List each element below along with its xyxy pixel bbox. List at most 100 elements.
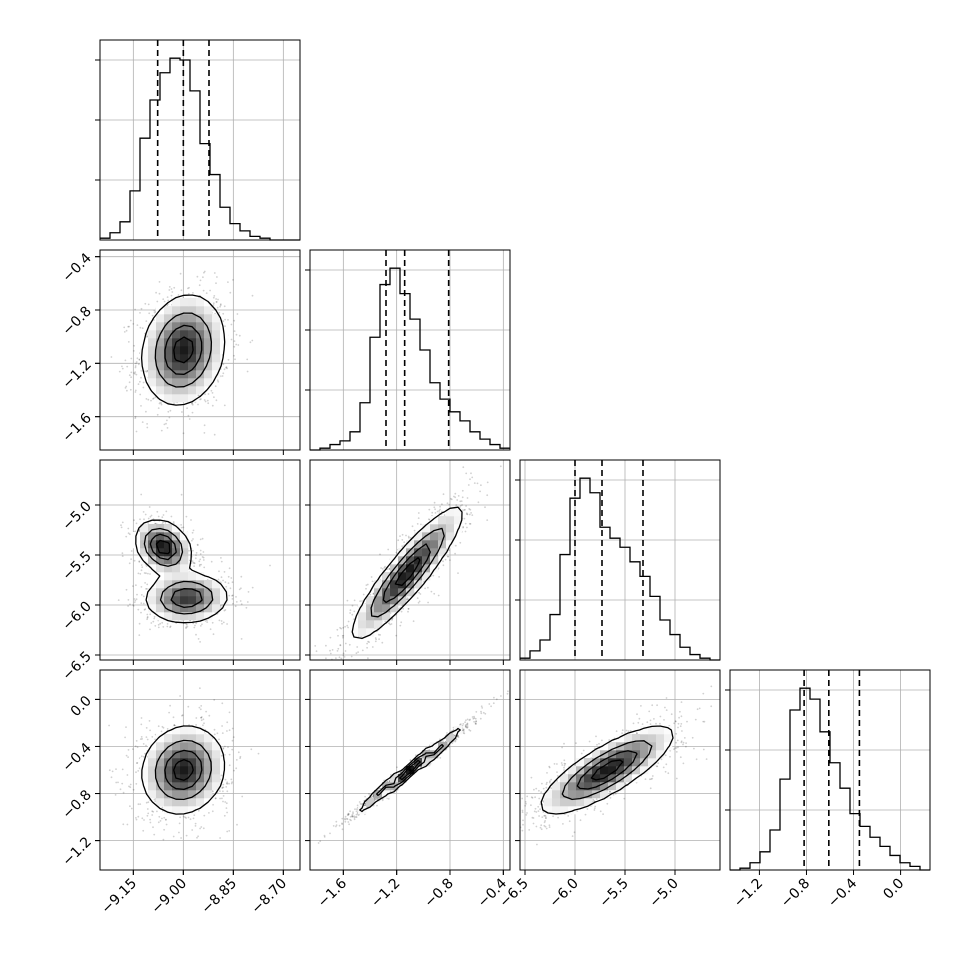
scatter-point xyxy=(218,738,220,741)
contour-line xyxy=(394,557,421,586)
density-cell xyxy=(188,370,197,379)
scatter-point xyxy=(223,571,226,573)
scatter-point xyxy=(149,628,151,631)
scatter-point xyxy=(227,281,229,283)
scatter-point xyxy=(427,601,429,604)
scatter-point xyxy=(191,411,194,414)
scatter-point xyxy=(227,358,230,361)
scatter-point xyxy=(140,611,142,614)
scatter-point xyxy=(203,432,206,434)
scatter-point xyxy=(231,739,234,742)
scatter-point xyxy=(198,563,201,566)
density-cell xyxy=(430,532,439,541)
scatter-point xyxy=(430,590,433,593)
scatter-point xyxy=(464,508,466,511)
scatter-point xyxy=(230,778,233,781)
scatter-point xyxy=(142,602,145,605)
scatter-point xyxy=(224,745,226,748)
density-cell xyxy=(398,580,407,589)
scatter-point xyxy=(231,748,234,751)
scatter-point xyxy=(167,299,170,302)
scatter-point xyxy=(180,493,183,496)
scatter-point xyxy=(250,748,253,751)
density-cell xyxy=(414,564,423,573)
density-cell xyxy=(422,524,431,533)
scatter-point xyxy=(167,410,170,413)
scatter-point xyxy=(187,705,190,708)
scatter-point xyxy=(367,657,369,660)
density-cell xyxy=(196,322,205,331)
scatter-point xyxy=(146,616,149,619)
density-cell xyxy=(172,524,181,533)
scatter-point xyxy=(438,576,440,578)
scatter-point xyxy=(126,389,128,392)
scatter-point xyxy=(123,326,126,329)
scatter-point xyxy=(233,340,236,342)
scatter-point xyxy=(366,646,368,649)
scatter-point xyxy=(464,530,467,533)
density-cell xyxy=(204,596,213,605)
scatter-point xyxy=(351,604,354,607)
scatter-point xyxy=(128,785,130,788)
scatter-point xyxy=(128,562,131,565)
scatter-point xyxy=(335,657,337,660)
scatter-point xyxy=(246,601,249,603)
scatter-point xyxy=(231,727,234,730)
scatter-point xyxy=(461,496,464,499)
density-cell xyxy=(172,314,181,323)
density-cell xyxy=(414,572,423,581)
scatter-point xyxy=(434,508,436,511)
scatter-point xyxy=(467,484,470,486)
density-cell xyxy=(180,564,189,573)
scatter-point xyxy=(162,838,165,841)
scatter-point xyxy=(169,625,172,628)
scatter-point xyxy=(199,558,202,561)
scatter-point xyxy=(230,782,233,785)
scatter-point xyxy=(217,578,220,581)
scatter-point xyxy=(431,511,434,514)
scatter-point xyxy=(197,394,200,397)
density-cell xyxy=(156,378,165,387)
density-cell xyxy=(204,362,213,371)
scatter-point xyxy=(130,558,133,560)
scatter-point xyxy=(339,644,342,647)
density-cell xyxy=(140,532,149,541)
scatter-point xyxy=(170,288,173,290)
scatter-point xyxy=(212,296,215,299)
density-cell xyxy=(148,322,157,331)
contour-line xyxy=(155,539,171,555)
density-cell xyxy=(140,362,149,371)
scatter-point xyxy=(159,622,162,625)
scatter-point xyxy=(202,551,205,553)
scatter-point xyxy=(480,484,482,487)
scatter-point xyxy=(465,505,467,507)
scatter-point xyxy=(336,650,339,652)
scatter-point xyxy=(341,635,344,637)
density-cell xyxy=(180,330,189,339)
density-cell xyxy=(172,604,181,613)
scatter-point xyxy=(230,323,233,326)
scatter-point xyxy=(191,560,194,563)
scatter-point xyxy=(416,597,419,599)
scatter-point xyxy=(470,472,472,475)
density-cell xyxy=(220,588,229,597)
scatter-point xyxy=(110,776,113,779)
density-cell xyxy=(414,556,423,565)
density-cell xyxy=(172,362,181,371)
scatter-point xyxy=(220,560,223,563)
density-cell xyxy=(382,588,391,597)
scatter-point xyxy=(166,625,169,628)
scatter-point xyxy=(201,623,203,626)
scatter-point xyxy=(222,372,225,375)
density-cell xyxy=(180,604,189,613)
density-cell xyxy=(164,338,173,347)
scatter-point xyxy=(227,319,229,321)
scatter-point xyxy=(237,751,240,754)
scatter-point xyxy=(147,812,150,815)
density-cell xyxy=(148,378,157,387)
scatter-point xyxy=(132,350,135,352)
contour-line xyxy=(382,543,431,604)
panel-frame xyxy=(99,459,301,661)
scatter-point xyxy=(157,407,160,409)
density-cell xyxy=(156,532,165,541)
